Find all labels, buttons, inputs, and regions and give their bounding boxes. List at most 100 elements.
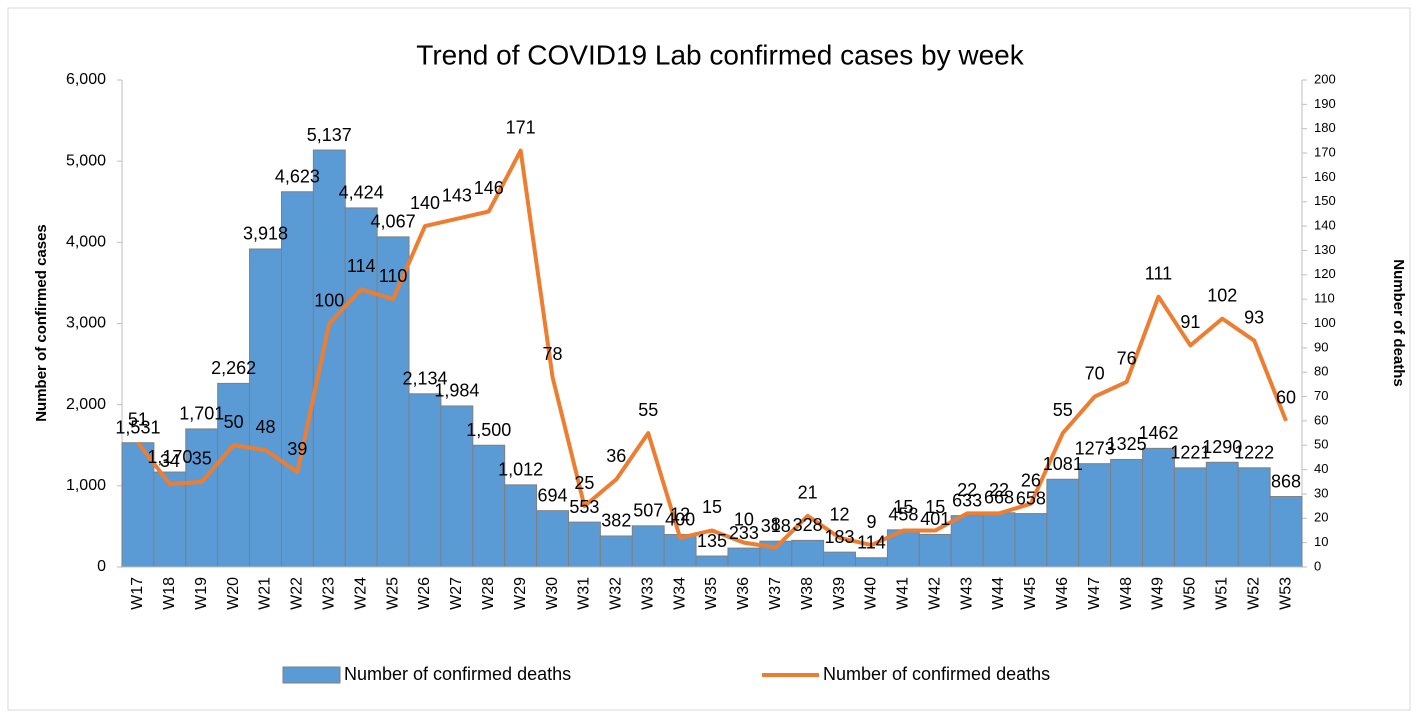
line-label: 102 bbox=[1207, 285, 1237, 305]
line-label: 76 bbox=[1117, 349, 1137, 369]
bar bbox=[918, 533, 952, 568]
bar bbox=[280, 191, 314, 568]
x-tick-label: W19 bbox=[193, 577, 210, 610]
bar bbox=[1173, 467, 1207, 568]
x-tick-label: W25 bbox=[384, 577, 401, 610]
x-tick-label: W38 bbox=[799, 577, 816, 610]
y2-tick-label: 100 bbox=[1314, 315, 1336, 330]
line-label: 140 bbox=[410, 193, 440, 213]
y2-tick-label: 70 bbox=[1314, 388, 1328, 403]
x-tick-label: W51 bbox=[1213, 577, 1230, 610]
y2-tick-label: 50 bbox=[1314, 437, 1328, 452]
y2-tick-label: 120 bbox=[1314, 266, 1336, 281]
bar-label: 1325 bbox=[1107, 434, 1147, 454]
line-label: 15 bbox=[893, 497, 913, 517]
bar bbox=[249, 248, 282, 568]
bar-label: 458 bbox=[888, 505, 918, 525]
line-label: 26 bbox=[1021, 470, 1041, 490]
y2-tick-label: 110 bbox=[1314, 291, 1335, 306]
x-tick-label: W30 bbox=[544, 577, 561, 610]
bar bbox=[185, 428, 219, 568]
bar bbox=[1046, 478, 1080, 568]
y2-tick-label: 60 bbox=[1314, 412, 1328, 427]
bar bbox=[536, 510, 569, 568]
y2-tick-label: 90 bbox=[1314, 339, 1328, 354]
x-tick-label: W47 bbox=[1086, 577, 1103, 610]
bar-label: 1462 bbox=[1138, 423, 1178, 443]
bar bbox=[1205, 461, 1239, 568]
bar-label: 1222 bbox=[1234, 443, 1274, 463]
x-tick-label: W41 bbox=[895, 577, 912, 610]
line bbox=[136, 148, 1288, 550]
line-label: 22 bbox=[989, 480, 1009, 500]
line-label: 100 bbox=[314, 290, 344, 310]
line-label: 111 bbox=[1145, 263, 1172, 283]
bar-label: 1,012 bbox=[498, 460, 543, 480]
x-tick-label: W50 bbox=[1182, 577, 1199, 610]
line-label: 55 bbox=[638, 400, 658, 420]
line-label: 9 bbox=[866, 512, 876, 532]
line-label: 50 bbox=[224, 412, 244, 432]
bar-label: 183 bbox=[825, 527, 855, 547]
x-tick-label: W39 bbox=[831, 577, 848, 610]
bar bbox=[631, 525, 665, 568]
bar-label: 1221 bbox=[1170, 443, 1210, 463]
x-tick-label: W45 bbox=[1022, 577, 1039, 610]
y2-tick-label: 170 bbox=[1314, 144, 1336, 159]
x-tick-label: W46 bbox=[1054, 577, 1071, 610]
x-tick-label: W21 bbox=[257, 577, 274, 610]
bar bbox=[153, 471, 187, 568]
y2-tick-label: 160 bbox=[1314, 169, 1336, 184]
line-label: 146 bbox=[474, 178, 504, 198]
y2-tick-label: 150 bbox=[1314, 193, 1336, 208]
bar bbox=[567, 521, 601, 568]
x-tick-label: W53 bbox=[1277, 577, 1294, 610]
bar-label: 4,067 bbox=[371, 212, 416, 232]
y2-tick-label: 20 bbox=[1314, 510, 1328, 525]
bar bbox=[982, 512, 1016, 568]
bar-label: 668 bbox=[984, 488, 1014, 508]
bar-label: 382 bbox=[601, 511, 631, 531]
line-label: 55 bbox=[1053, 400, 1073, 420]
line-label: 91 bbox=[1180, 312, 1200, 332]
bar bbox=[950, 515, 984, 568]
bar bbox=[1078, 463, 1112, 568]
line-label: 60 bbox=[1276, 388, 1296, 408]
y2-tick-label: 0 bbox=[1314, 558, 1321, 573]
bar-label: 135 bbox=[697, 531, 727, 551]
x-tick-label: W44 bbox=[990, 577, 1007, 610]
x-tick-label: W20 bbox=[225, 577, 242, 610]
x-tick-label: W31 bbox=[576, 577, 593, 610]
bar-label: 1,170 bbox=[147, 447, 192, 467]
line-label: 110 bbox=[379, 266, 408, 286]
bar bbox=[599, 535, 633, 568]
x-tick-label: W29 bbox=[512, 577, 529, 610]
y2-tick-label: 200 bbox=[1314, 71, 1336, 86]
bar bbox=[1237, 467, 1271, 568]
x-tick-label: W26 bbox=[416, 577, 433, 610]
bar-label: 633 bbox=[952, 490, 982, 510]
y-tick-label: 5,000 bbox=[66, 152, 106, 169]
legend-swatch bbox=[282, 666, 341, 684]
x-tick-label: W49 bbox=[1150, 577, 1167, 610]
legend-label: Number of confirmed deaths bbox=[344, 664, 571, 684]
y2-tick-label: 190 bbox=[1314, 96, 1336, 111]
chart-border bbox=[7, 7, 1411, 711]
bar-label: 318 bbox=[761, 516, 791, 536]
x-tick-label: W42 bbox=[926, 577, 943, 610]
chart-title: Trend of COVID19 Lab confirmed cases by … bbox=[416, 39, 1024, 70]
bar bbox=[1142, 447, 1175, 568]
bar-label: 1,701 bbox=[179, 404, 224, 424]
bar-label: 233 bbox=[729, 523, 759, 543]
line-label: 34 bbox=[160, 451, 180, 471]
bar-label: 1,500 bbox=[466, 420, 511, 440]
line-label: 21 bbox=[798, 483, 818, 503]
bar-label: 5,137 bbox=[307, 125, 352, 145]
y2-tick-label: 40 bbox=[1314, 461, 1328, 476]
bar-label: 1081 bbox=[1043, 454, 1083, 474]
bar-label: 114 bbox=[857, 532, 886, 552]
bar-label: 4,623 bbox=[275, 167, 320, 187]
line-label: 15 bbox=[702, 497, 722, 517]
x-tick-label: W23 bbox=[321, 577, 338, 610]
bar-label: 1290 bbox=[1202, 437, 1242, 457]
